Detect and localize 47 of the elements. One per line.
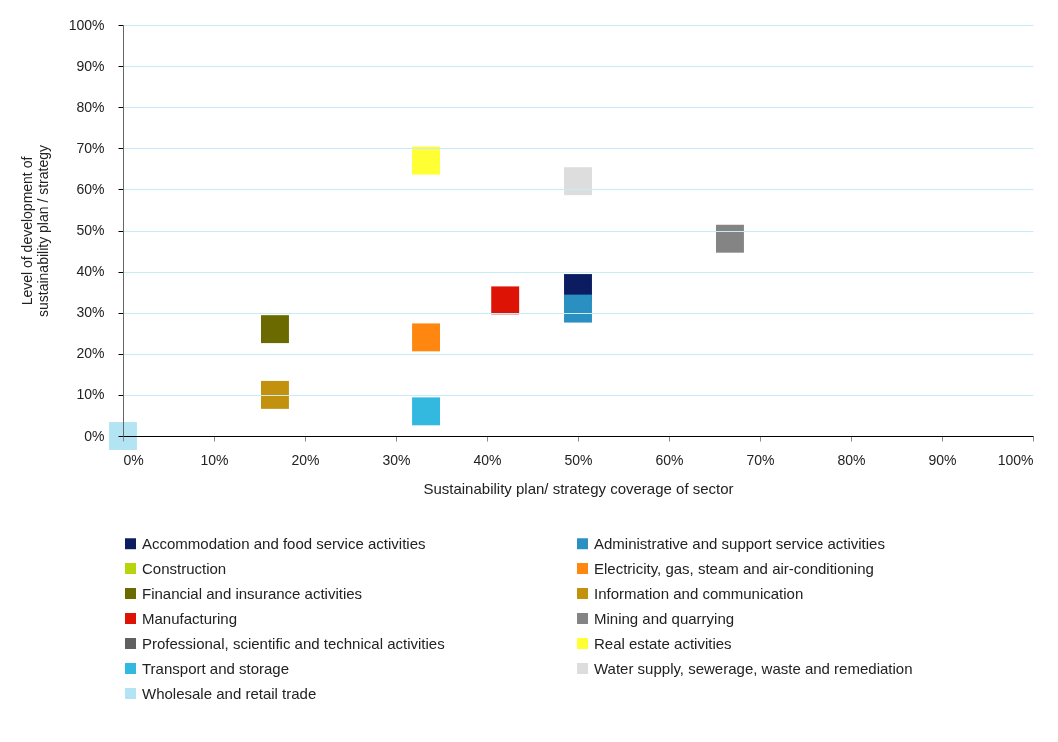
y-tick-label: 0%: [84, 427, 105, 444]
x-tick-label: 50%: [564, 451, 593, 468]
x-tick-label: 90%: [928, 451, 957, 468]
point: [716, 224, 744, 253]
point: [412, 323, 440, 352]
y-tick-label: 30%: [76, 304, 105, 321]
y-tick-label: 90%: [76, 57, 105, 74]
legend-label: Real estate activities: [594, 634, 732, 652]
x-tick-label: 20%: [291, 451, 320, 468]
legend-label: Construction: [142, 559, 227, 577]
legend-label: Accommodation and food service activities: [142, 534, 426, 552]
x-tick-label: 80%: [837, 451, 866, 468]
legend-label: Administrative and support service activities: [594, 534, 885, 552]
y-tick-label: 100%: [68, 16, 105, 33]
legend-label: Transport and storage: [142, 659, 290, 677]
point: [412, 146, 440, 175]
x-tick-label: 100%: [997, 451, 1034, 468]
point: [412, 397, 440, 426]
x-tick-label: 10%: [200, 451, 229, 468]
point: [491, 286, 520, 315]
x-tick-label: 30%: [382, 451, 411, 468]
x-tick-label: 0%: [123, 451, 144, 468]
x-tick-label: 70%: [746, 451, 775, 468]
point: [261, 380, 289, 409]
y-tick-label: 50%: [76, 222, 105, 238]
legend-label: Financial and insurance activities: [142, 584, 363, 602]
legend-label: Mining and quarrying: [594, 609, 735, 627]
legend-label: Wholesale and retail trade: [142, 684, 317, 702]
point: [564, 294, 592, 323]
y-tick-label: 10%: [76, 386, 105, 403]
legend-label: Water supply, sewerage, waste and remediation: [594, 659, 913, 677]
point: [564, 167, 592, 196]
point: [261, 315, 289, 344]
x-tick-label: 60%: [655, 451, 684, 468]
y-tick-label: 70%: [76, 139, 105, 156]
legend-label: Information and communication: [594, 584, 804, 602]
y-tick-label: 40%: [76, 263, 105, 280]
legend-label: Professional, scientific and technical activities: [142, 634, 445, 652]
x-tick-label: 40%: [473, 451, 502, 468]
y-tick-label: 20%: [76, 345, 105, 362]
point: [109, 422, 137, 450]
legend-label: Manufacturing: [142, 609, 238, 627]
y-tick-label: 80%: [76, 98, 105, 115]
x-axis-title: Sustainability plan/ strategy coverage of sector: [423, 479, 734, 497]
y-axis-title: Level of development of sustainability plan / strategy: [18, 145, 51, 317]
legend-label: Electricity, gas, steam and air-conditioning: [594, 559, 874, 577]
y-tick-label: 60%: [76, 180, 105, 197]
